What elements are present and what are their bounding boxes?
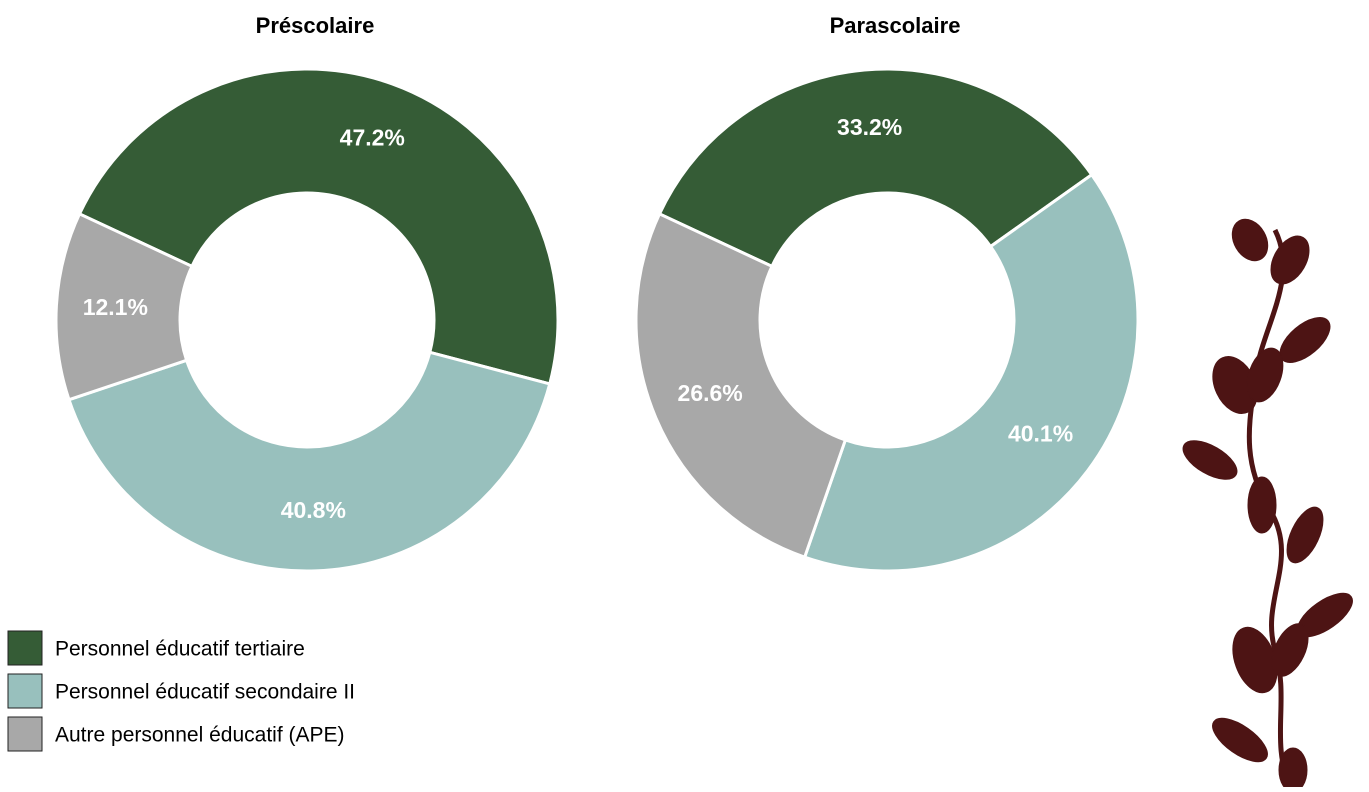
value-label: 47.2% xyxy=(340,125,405,151)
value-label: 26.6% xyxy=(678,380,743,406)
legend-swatch xyxy=(7,716,43,752)
donut-slice xyxy=(657,67,1094,269)
donut-slice xyxy=(77,67,560,386)
chart-title: Parascolaire xyxy=(830,13,961,38)
legend-label: Personnel éducatif secondaire II xyxy=(55,681,355,704)
legend-label: Autre personnel éducatif (APE) xyxy=(55,724,345,747)
legend-swatch xyxy=(7,630,43,666)
decoration-vine xyxy=(1182,218,1353,792)
value-label: 40.1% xyxy=(1008,420,1073,446)
donut-slice xyxy=(67,350,552,573)
value-label: 12.1% xyxy=(83,294,148,320)
donut-slice xyxy=(802,172,1140,573)
value-label: 33.2% xyxy=(837,114,902,140)
chart-title: Préscolaire xyxy=(256,13,375,38)
value-label: 40.8% xyxy=(281,497,346,523)
legend-label: Personnel éducatif tertiaire xyxy=(55,638,305,661)
donut-slice xyxy=(54,211,194,402)
legend-swatch xyxy=(7,673,43,709)
donut-slice xyxy=(634,211,848,560)
